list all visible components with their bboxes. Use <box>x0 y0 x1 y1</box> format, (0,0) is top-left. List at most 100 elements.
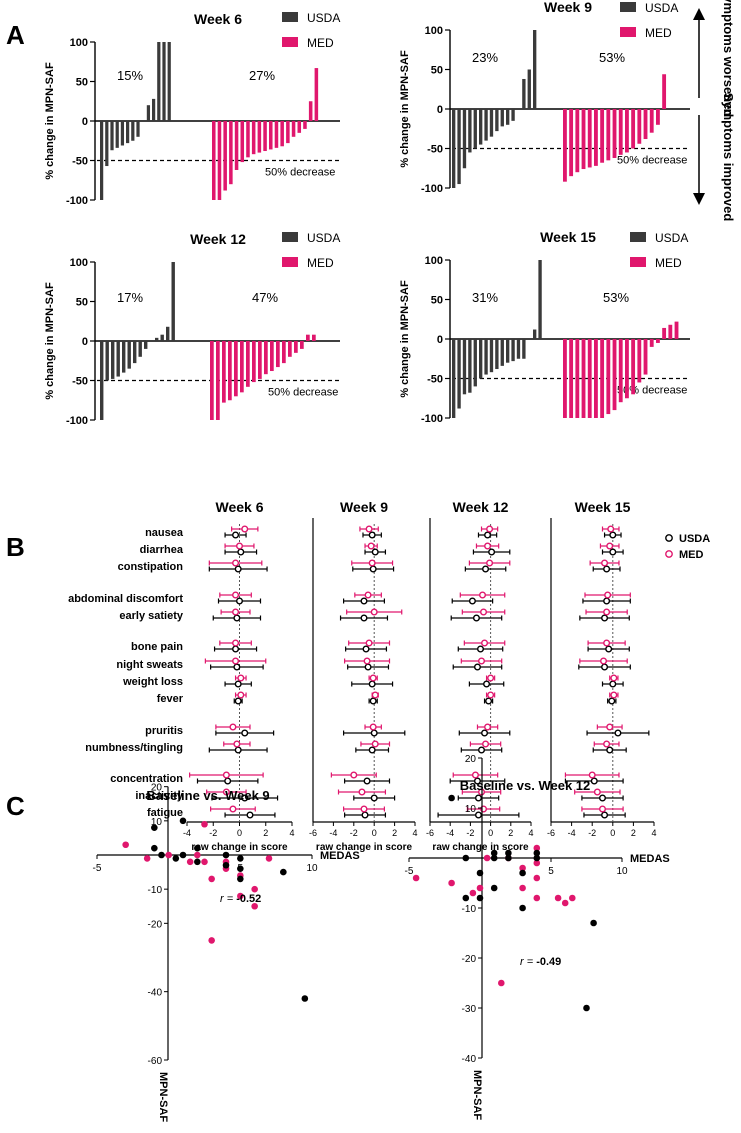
forest-x-tick-label: -4 <box>183 828 191 838</box>
symptom-label: nausea <box>145 527 184 539</box>
usda-bar <box>506 109 510 125</box>
med-point <box>610 691 618 699</box>
med-bar <box>643 109 648 140</box>
legend-usda-swatch <box>282 232 298 242</box>
usda-bar <box>452 339 456 418</box>
med-bar <box>234 121 239 170</box>
usda-point <box>484 531 492 539</box>
usda-bar <box>171 262 175 341</box>
forest-x-tick-label: -4 <box>446 828 454 838</box>
med-point <box>229 805 237 813</box>
med-point <box>486 525 494 533</box>
usda-percent-label: 15% <box>117 68 143 83</box>
usda-bar <box>468 339 472 393</box>
usda-bar <box>462 109 467 169</box>
usda-bar <box>457 339 461 409</box>
forest-x-axis-label: raw change in score <box>316 842 413 853</box>
usda-point <box>476 869 484 877</box>
scatter-y-tick-label: 10 <box>151 817 163 828</box>
usda-point <box>505 854 512 862</box>
worsened-arrow-head <box>693 8 705 20</box>
usda-point <box>301 995 309 1002</box>
med-bar <box>312 334 316 341</box>
usda-bar <box>115 121 119 148</box>
symptom-label: inactivity <box>135 790 184 802</box>
med-point <box>201 820 208 828</box>
med-bar <box>303 121 307 129</box>
med-bar <box>631 339 636 395</box>
usda-point <box>490 884 498 892</box>
symptoms-improved-label: Symptoms improved <box>721 93 736 222</box>
usda-point <box>361 811 369 819</box>
med-point <box>483 854 491 862</box>
med-bar <box>246 121 250 158</box>
usda-bar <box>522 78 526 109</box>
med-point <box>363 657 371 665</box>
usda-point <box>233 663 241 671</box>
usda-point <box>488 548 496 556</box>
usda-point <box>605 645 613 653</box>
usda-bar <box>511 109 515 121</box>
usda-point <box>232 531 240 539</box>
med-point <box>412 874 420 882</box>
med-point <box>593 788 601 796</box>
usda-bar <box>495 339 499 370</box>
usda-point <box>369 565 377 573</box>
symptom-label: fatigue <box>147 807 183 819</box>
scatter-y-tick-label: -40 <box>462 1054 477 1065</box>
scatter-x-tick-label: 10 <box>616 866 628 877</box>
usda-point <box>368 680 376 688</box>
med-bar <box>257 121 262 153</box>
med-point <box>350 771 358 779</box>
med-point <box>480 608 488 616</box>
usda-bar <box>110 121 114 151</box>
symptom-label: pruritis <box>145 725 183 737</box>
med-bar <box>294 341 298 353</box>
forest-x-tick-label: -2 <box>350 828 358 838</box>
usda-bar <box>479 109 483 145</box>
forest-x-tick-label: 4 <box>528 828 533 838</box>
med-bar <box>240 341 244 393</box>
usda-bar <box>133 341 137 364</box>
symptom-label: bone pain <box>131 641 183 653</box>
med-bar <box>649 109 654 133</box>
med-bar <box>258 341 262 379</box>
scatter-y-tick-label: -30 <box>462 1004 477 1015</box>
med-point <box>481 639 489 647</box>
usda-point <box>234 680 242 688</box>
usda-bar <box>105 341 109 381</box>
med-bar <box>274 121 279 148</box>
symptom-label: concentration <box>110 773 183 785</box>
scatter-y-axis-label: MPN-SAF <box>157 1072 169 1122</box>
usda-point <box>364 663 372 671</box>
usda-bar <box>157 42 161 121</box>
correlation-label: r = -0.52 <box>220 893 261 905</box>
threshold-label: 50% decrease <box>268 387 338 399</box>
med-bar <box>625 109 629 153</box>
med-point <box>486 559 494 567</box>
usda-point <box>472 614 480 622</box>
med-point <box>604 591 612 599</box>
med-point <box>241 525 249 533</box>
med-bar <box>674 321 679 339</box>
usda-point <box>360 614 368 622</box>
med-point <box>606 542 614 550</box>
forest-x-tick-label: -6 <box>309 828 317 838</box>
usda-bar <box>116 341 120 377</box>
usda-bar <box>533 329 537 339</box>
med-bar <box>587 109 592 168</box>
med-point <box>369 674 377 682</box>
med-point <box>533 859 541 867</box>
usda-bar <box>479 339 483 379</box>
usda-bar <box>506 339 510 363</box>
threshold-label: 50% decrease <box>265 167 335 179</box>
usda-point <box>194 858 201 866</box>
usda-point <box>473 777 481 785</box>
med-point <box>533 894 541 902</box>
improved-arrow-head <box>693 193 705 205</box>
forest-x-tick-label: -2 <box>466 828 474 838</box>
usda-point <box>599 794 607 802</box>
usda-bar <box>162 42 166 121</box>
usda-point <box>474 794 482 802</box>
med-bar <box>282 341 286 364</box>
